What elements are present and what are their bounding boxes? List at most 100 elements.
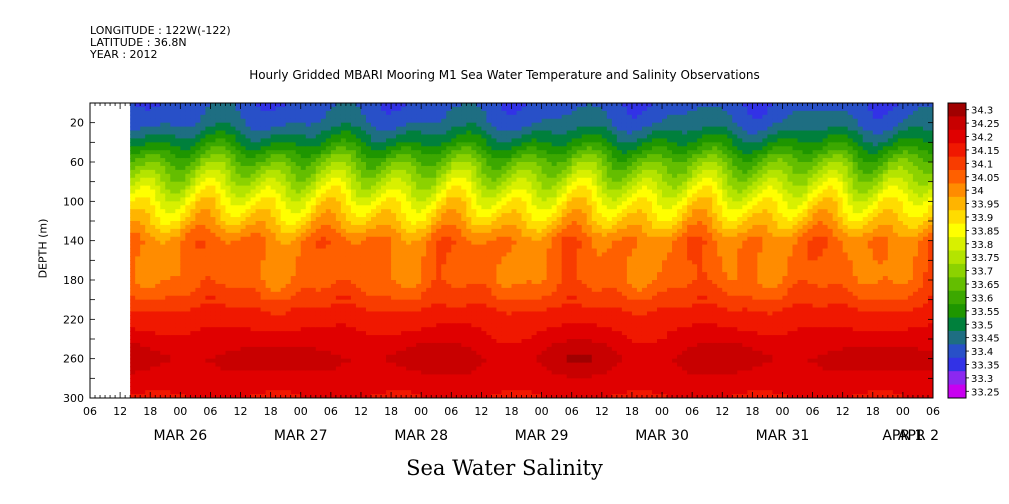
salinity-cell	[391, 370, 397, 375]
salinity-cell	[456, 350, 462, 356]
salinity-cell	[130, 280, 136, 285]
salinity-cell	[320, 307, 327, 313]
salinity-cell	[411, 193, 417, 198]
salinity-cell	[285, 303, 292, 309]
salinity-cell	[310, 173, 317, 179]
salinity-cell	[456, 110, 462, 116]
salinity-cell	[205, 126, 212, 132]
salinity-cell	[260, 217, 267, 222]
salinity-cell	[431, 256, 437, 261]
salinity-cell	[155, 177, 161, 183]
salinity-cell	[421, 134, 427, 139]
salinity-cell	[245, 350, 252, 356]
salinity-cell	[275, 205, 282, 210]
salinity-cell	[275, 146, 282, 151]
salinity-cell	[446, 295, 452, 301]
salinity-cell	[340, 390, 347, 395]
salinity-cell	[195, 228, 201, 234]
salinity-cell	[300, 327, 307, 332]
salinity-cell	[150, 169, 156, 175]
salinity-cell	[315, 268, 322, 273]
salinity-cell	[190, 162, 196, 167]
salinity-cell	[205, 138, 212, 143]
salinity-cell	[345, 280, 352, 285]
salinity-cell	[325, 248, 332, 254]
salinity-cell	[295, 106, 302, 112]
salinity-cell	[220, 244, 227, 250]
salinity-cell	[436, 221, 442, 226]
salinity-cell	[280, 165, 287, 171]
salinity-cell	[145, 342, 151, 348]
salinity-cell	[210, 106, 217, 112]
salinity-cell	[275, 268, 282, 273]
salinity-cell	[386, 248, 392, 254]
salinity-cell	[280, 150, 287, 155]
salinity-cell	[421, 390, 427, 395]
salinity-cell	[155, 189, 161, 195]
salinity-cell	[310, 315, 317, 320]
salinity-cell	[260, 114, 267, 120]
salinity-cell	[150, 350, 156, 356]
salinity-cell	[386, 268, 392, 273]
salinity-cell	[170, 236, 176, 242]
salinity-cell	[305, 268, 312, 273]
salinity-cell	[145, 374, 151, 379]
salinity-cell	[220, 181, 227, 187]
salinity-cell	[210, 315, 217, 320]
salinity-cell	[371, 193, 377, 198]
salinity-cell	[285, 315, 292, 320]
salinity-cell	[245, 354, 252, 360]
salinity-cell	[300, 228, 307, 234]
salinity-cell	[376, 335, 382, 340]
salinity-cell	[391, 394, 397, 398]
salinity-cell	[436, 232, 442, 238]
salinity-cell	[245, 335, 252, 340]
salinity-cell	[391, 138, 397, 143]
salinity-cell	[421, 173, 427, 179]
salinity-cell	[300, 303, 307, 309]
salinity-cell	[150, 244, 156, 250]
salinity-cell	[315, 122, 322, 128]
salinity-cell	[245, 134, 252, 139]
salinity-cell	[350, 382, 357, 387]
salinity-cell	[195, 366, 201, 372]
salinity-cell	[215, 217, 222, 222]
salinity-cell	[360, 268, 367, 273]
salinity-cell	[260, 394, 267, 398]
salinity-cell	[360, 158, 367, 163]
salinity-cell	[391, 268, 397, 273]
salinity-cell	[431, 315, 437, 320]
salinity-cell	[381, 252, 387, 257]
salinity-cell	[230, 272, 237, 277]
salinity-cell	[371, 213, 377, 218]
salinity-cell	[170, 323, 176, 328]
salinity-cell	[391, 103, 397, 108]
salinity-cell	[170, 295, 176, 301]
salinity-cell	[160, 232, 166, 238]
salinity-cell	[345, 185, 352, 191]
salinity-cell	[411, 358, 417, 364]
salinity-cell	[255, 197, 262, 202]
salinity-cell	[135, 228, 141, 234]
salinity-cell	[401, 177, 407, 183]
salinity-cell	[340, 382, 347, 387]
salinity-cell	[416, 299, 422, 305]
salinity-cell	[140, 362, 146, 368]
salinity-cell	[150, 362, 156, 368]
salinity-cell	[205, 185, 212, 191]
salinity-cell	[230, 217, 237, 222]
salinity-cell	[155, 323, 161, 328]
salinity-cell	[165, 134, 171, 139]
salinity-cell	[200, 154, 207, 159]
salinity-cell	[350, 169, 357, 175]
salinity-cell	[396, 130, 402, 136]
salinity-cell	[371, 197, 377, 202]
salinity-cell	[260, 287, 267, 293]
salinity-cell	[426, 181, 432, 187]
salinity-cell	[330, 362, 337, 368]
salinity-cell	[210, 260, 217, 265]
salinity-cell	[245, 177, 252, 183]
salinity-cell	[290, 130, 297, 136]
salinity-cell	[441, 366, 447, 372]
salinity-cell	[170, 358, 176, 364]
